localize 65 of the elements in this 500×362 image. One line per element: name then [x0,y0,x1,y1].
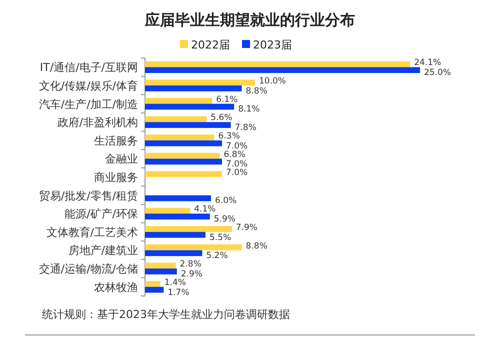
y-tick-label: 金融业 [105,152,138,166]
data-label: 5.6% [210,113,232,124]
data-label: 7.0% [226,160,248,170]
data-label: 10.0% [259,76,286,87]
data-label: 5.2% [206,251,228,262]
bar [145,232,206,238]
text: 统计规则：基于2023年大学生就业力问卷调研数据 [42,308,290,321]
data-label: 7.8% [234,123,256,134]
data-label: 7.9% [236,222,258,233]
data-label: 2.8% [180,260,202,270]
y-tick-label: 能源/矿产/环保 [64,208,138,221]
data-label: 5.5% [210,232,232,243]
y-tick-label: 文体教育/工艺美术 [46,226,138,239]
bar [145,214,210,220]
bar [145,158,222,165]
chart-title: 应届毕业生期望就业的行业分布 [144,11,355,29]
data-label: 7.0% [226,168,248,178]
y-tick-label: 生活服务 [94,134,138,148]
data-label: 6.3% [218,131,240,142]
y-tick-label: 贸易/批发/零售/租赁 [38,189,138,202]
data-label: 6.8% [224,150,246,160]
y-tick-label: 文化/传媒/娱乐/体育 [38,79,138,92]
data-label: 7.0% [226,141,248,152]
data-label: 8.1% [238,104,260,115]
bar [145,134,214,140]
data-label: 8.8% [246,86,268,96]
bar [145,171,222,177]
data-label: 6.1% [216,94,238,105]
data-label: 8.8% [246,241,268,252]
bar [145,195,211,202]
bar [145,244,242,250]
bar [145,286,164,293]
y-tick-label: IT/通信/电子/互联网 [40,61,138,74]
y-tick-label: 农林牧渔 [94,280,138,294]
bar [145,67,420,74]
legend-label: 2023届 [253,38,292,52]
bar [145,116,207,122]
bar [145,208,190,214]
bar [145,262,176,269]
y-tick-label: 汽车/生产/加工/制造 [38,98,138,111]
data-label: 1.7% [168,288,190,298]
bar [145,104,234,110]
bar [145,80,255,86]
data-label: 6.0% [215,196,237,206]
bar [145,152,220,159]
bar [145,140,222,146]
data-label: 24.1% [414,58,442,68]
data-label: 5.9% [214,214,236,225]
bar [145,280,160,287]
data-label: 2.9% [180,269,203,280]
data-label: 4.1% [194,204,216,215]
bar [145,226,232,232]
bar [145,85,242,92]
y-tick-label: 房地产/建筑业 [68,244,138,258]
bar [145,98,212,104]
data-label: 25.0% [424,68,452,78]
y-tick-label: 政府/非盈利机构 [57,116,138,130]
bar [145,250,202,256]
y-tick-label: 商业服务 [94,171,138,184]
data-label: 1.4% [164,278,186,288]
bar [145,122,231,128]
legend-label: 2022届 [191,38,230,52]
y-tick-label: 交通/运输/物流/仓储 [38,262,138,276]
bar [145,268,177,274]
bar [145,61,410,68]
